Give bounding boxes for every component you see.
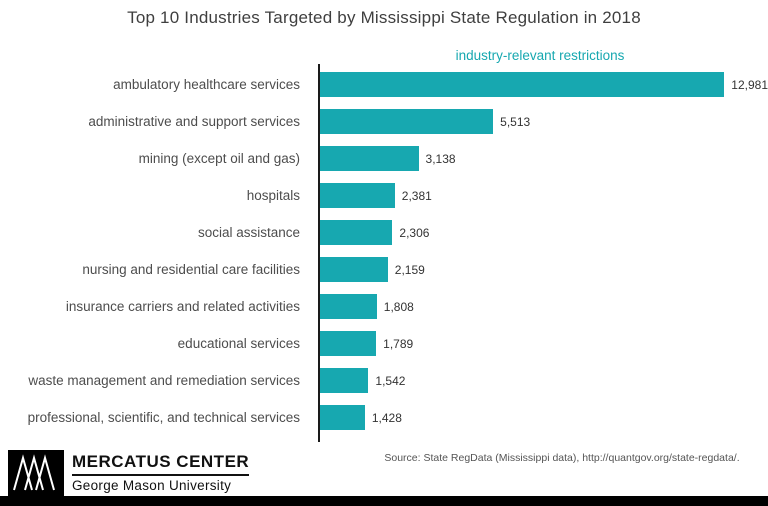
legend-label: industry-relevant restrictions [455,48,625,63]
bar-row: professional, scientific, and technical … [0,399,768,436]
mercatus-logo-mark [8,450,64,496]
category-label: ambulatory healthcare services [113,77,300,92]
bottom-black-bar [0,496,768,506]
bar-row: social assistance 2,306 [0,214,768,251]
bar-row: waste management and remediation service… [0,362,768,399]
bar-cell: 2,306 [310,214,768,251]
chart-title: Top 10 Industries Targeted by Mississipp… [127,8,641,27]
bar-cell: 1,542 [310,362,768,399]
bar-row: ambulatory healthcare services 12,981 [0,66,768,103]
bar-row: nursing and residential care facilities … [0,251,768,288]
source-citation: Source: State RegData (Mississippi data)… [384,452,740,464]
bar-cell: 12,981 [310,66,768,103]
value-label: 5,513 [500,114,531,129]
category-label: waste management and remediation service… [28,373,300,388]
bar [320,368,369,393]
value-label: 1,542 [375,373,406,388]
bar-cell: 2,159 [310,251,768,288]
bar-cell: 2,381 [310,177,768,214]
value-label: 1,789 [383,336,414,351]
bar-cell: 3,138 [310,140,768,177]
mercatus-center-label: MERCATUS CENTER [72,452,250,476]
bar-row: mining (except oil and gas) 3,138 [0,140,768,177]
bar-chart: ambulatory healthcare services 12,981 ad… [0,66,768,436]
bar-row: educational services 1,789 [0,325,768,362]
bar [320,405,365,430]
bar-cell: 1,789 [310,325,768,362]
bar [320,257,388,282]
category-label: social assistance [197,225,300,240]
bar [320,331,377,356]
category-label: administrative and support services [88,114,300,129]
value-label: 3,138 [425,151,456,166]
bar [320,72,725,97]
category-label: nursing and residential care facilities [82,262,300,277]
category-label: mining (except oil and gas) [138,151,300,166]
category-label: professional, scientific, and technical … [27,410,300,425]
bar [320,146,419,171]
bar [320,109,494,134]
value-label: 12,981 [731,77,768,92]
value-label: 2,381 [401,188,432,203]
y-axis-line [318,64,320,442]
mercatus-logo [8,450,64,496]
bar-row: hospitals 2,381 [0,177,768,214]
value-label: 1,428 [371,410,402,425]
value-label: 1,808 [383,299,414,314]
george-mason-label: George Mason University [72,478,232,493]
category-label: educational services [177,336,300,351]
bar-cell: 1,808 [310,288,768,325]
bar-cell: 1,428 [310,399,768,436]
category-label: insurance carriers and related activitie… [65,299,300,314]
bar-row: insurance carriers and related activitie… [0,288,768,325]
value-label: 2,306 [399,225,430,240]
bar-row: administrative and support services 5,51… [0,103,768,140]
category-label: hospitals [246,188,300,203]
bar [320,220,393,245]
bar [320,183,395,208]
value-label: 2,159 [394,262,425,277]
bar-cell: 5,513 [310,103,768,140]
bar [320,294,377,319]
logo-text: MERCATUS CENTER George Mason University [72,452,250,493]
